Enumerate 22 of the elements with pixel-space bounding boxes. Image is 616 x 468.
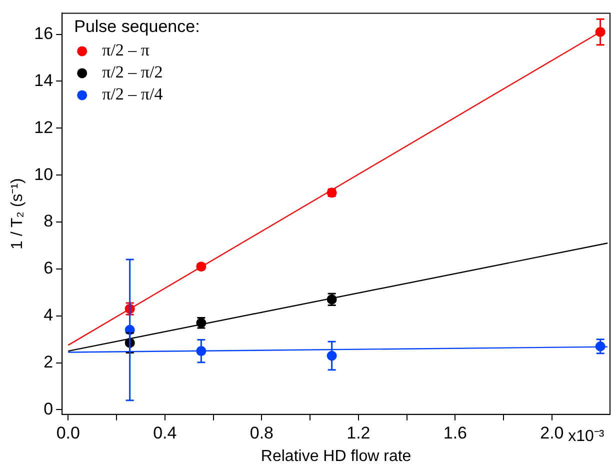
legend-title: Pulse sequence: [74,16,200,36]
text: x10⁻³ [568,428,605,445]
y-tick-label: 4 [44,306,54,325]
x-tick-label: 1.2 [346,423,370,442]
x-tick-label: 0.4 [153,423,177,442]
y-tick-label: 10 [34,164,54,184]
x-tick-label: 1.6 [443,423,468,442]
legend-label: π/2 – π [102,40,150,60]
y-tick-label: 0 [44,399,54,418]
y-axis-title: 1 / T₂ (s⁻¹) [9,178,26,250]
x-tick-label: 0.0 [56,423,80,442]
y-tick-label: 6 [44,258,54,278]
y-tick-label: 14 [34,70,54,90]
x-tick-label: 2.0 [540,423,564,442]
y-tick-label: 16 [34,24,54,44]
x-axis-title: Relative HD flow rate [260,448,412,465]
y-tick-label: 12 [34,118,54,137]
legend-label: π/2 – π/2 [102,62,163,82]
y-tick-label: 2 [44,352,54,372]
y-tick-label: 8 [44,212,54,231]
legend-label: π/2 – π/4 [102,84,164,104]
x-tick-label: 0.8 [250,423,274,442]
